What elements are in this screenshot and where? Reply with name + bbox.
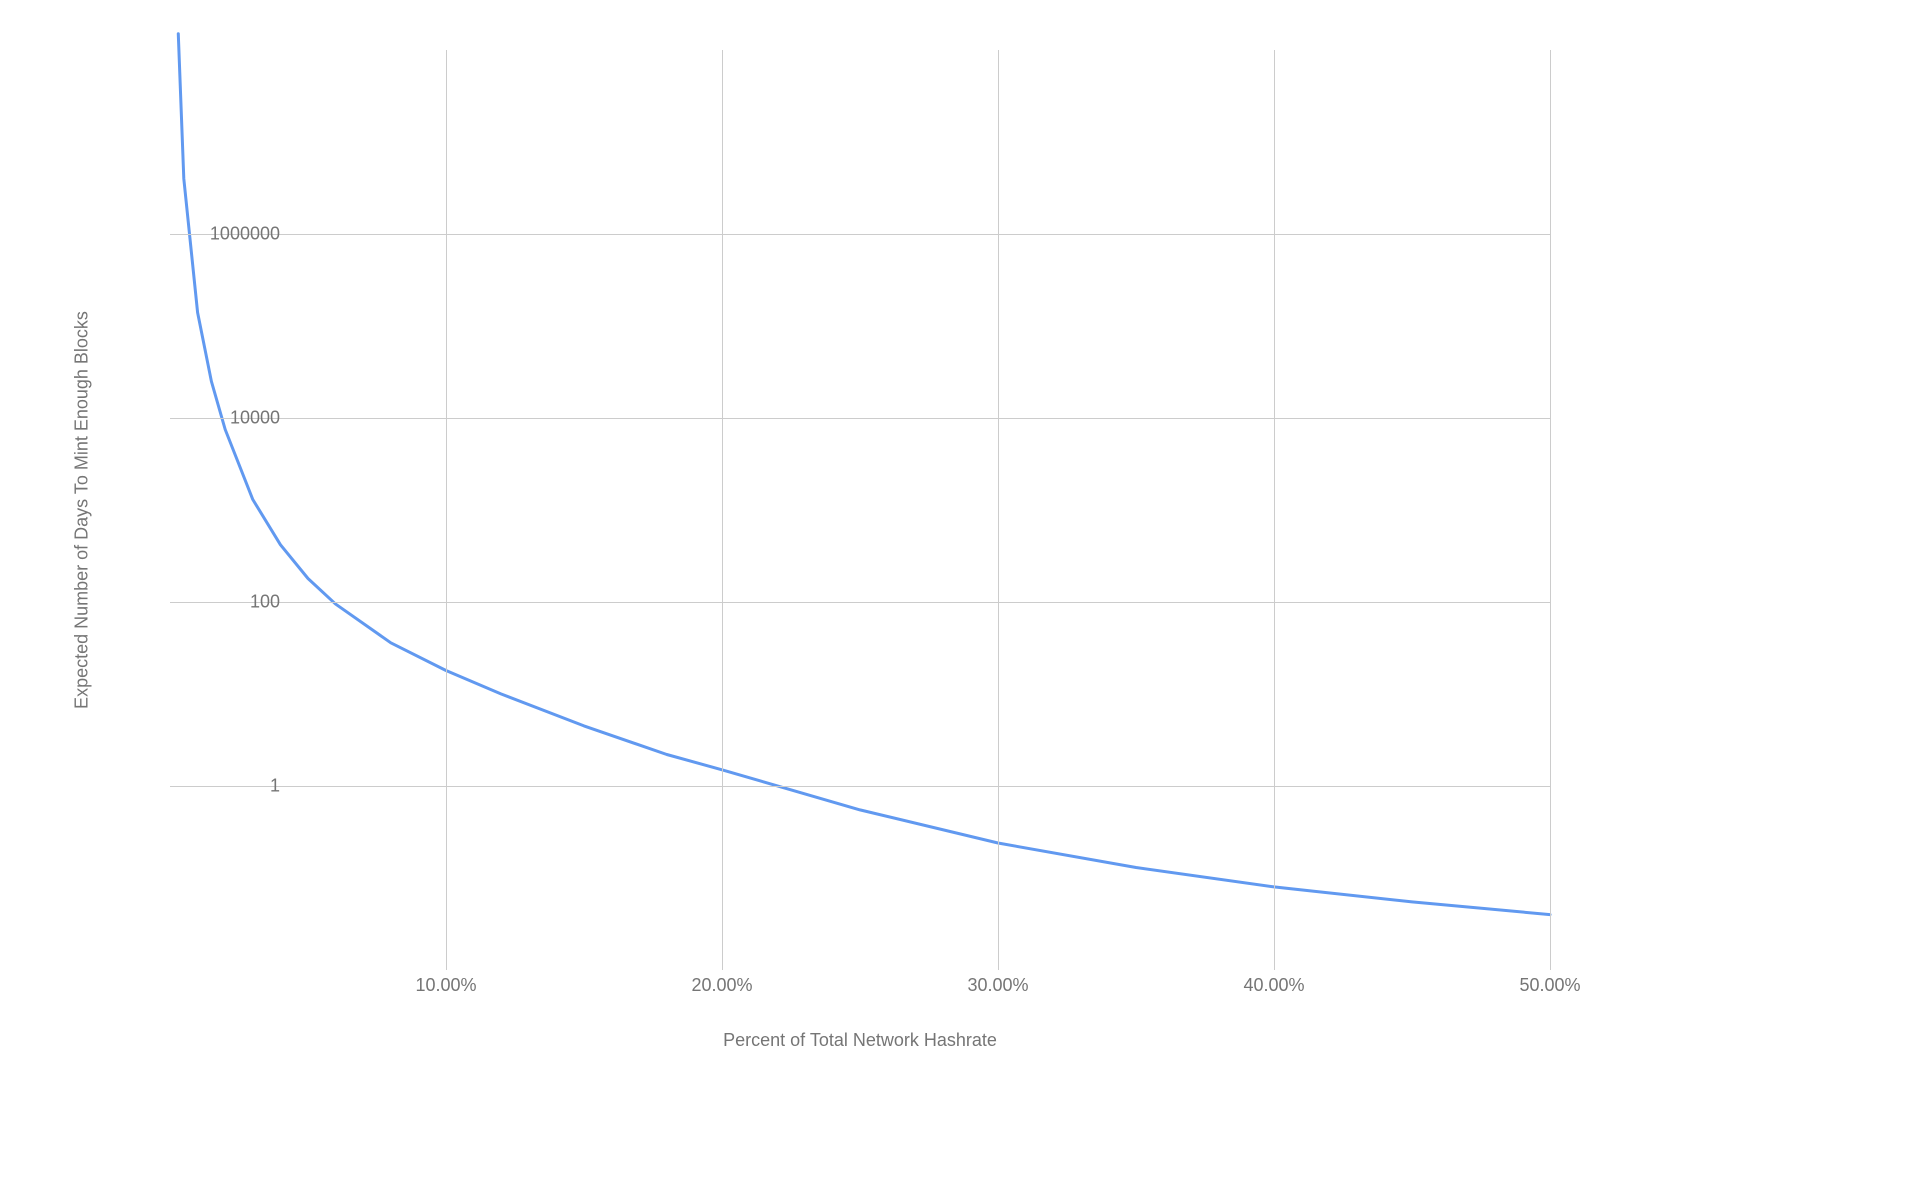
grid-line-horizontal: [170, 786, 1550, 787]
grid-line-vertical: [1550, 50, 1551, 970]
y-tick-label: 100: [250, 592, 280, 613]
y-axis-title: Expected Number of Days To Mint Enough B…: [72, 311, 93, 709]
chart-line-layer: [170, 50, 1550, 970]
x-tick-label: 30.00%: [967, 975, 1028, 996]
x-axis-title: Percent of Total Network Hashrate: [723, 1030, 997, 1051]
grid-line-vertical: [1274, 50, 1275, 970]
y-tick-label: 1000000: [210, 224, 280, 245]
x-tick-label: 20.00%: [691, 975, 752, 996]
grid-line-vertical: [998, 50, 999, 970]
chart-container: Expected Number of Days To Mint Enough B…: [70, 30, 1570, 1050]
grid-line-vertical: [722, 50, 723, 970]
grid-line-horizontal: [170, 418, 1550, 419]
grid-line-vertical: [446, 50, 447, 970]
y-tick-label: 1: [270, 776, 280, 797]
x-tick-label: 40.00%: [1243, 975, 1304, 996]
x-tick-label: 50.00%: [1519, 975, 1580, 996]
data-series-line: [178, 34, 1550, 915]
grid-line-horizontal: [170, 602, 1550, 603]
x-tick-label: 10.00%: [415, 975, 476, 996]
plot-area: [170, 50, 1550, 970]
grid-line-horizontal: [170, 234, 1550, 235]
y-tick-label: 10000: [230, 408, 280, 429]
